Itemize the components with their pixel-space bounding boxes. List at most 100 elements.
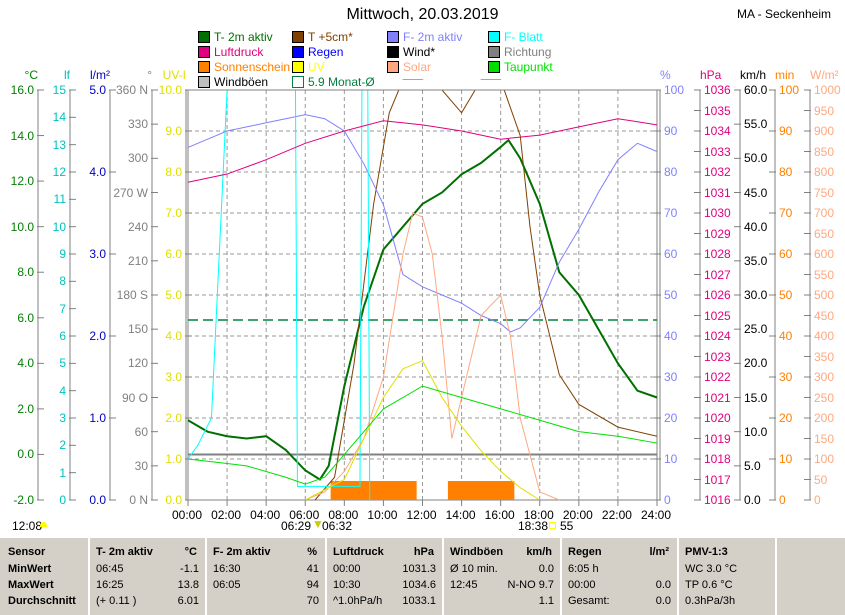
axis-tick-label: 50.0	[744, 151, 768, 166]
axis-tick-label: 300	[127, 151, 148, 166]
legend-swatch	[387, 46, 399, 58]
axis-tick-label: 8.0	[165, 165, 182, 179]
axis-tick-label: 10.0	[158, 83, 182, 97]
x-tick-label: 24:00	[641, 508, 672, 522]
series-line-t-2m-aktiv	[187, 138, 658, 481]
axis-tick-label: 12.0	[10, 174, 34, 189]
table-cell: F- 2m aktiv	[213, 546, 271, 558]
table-cell: 1.1	[538, 595, 554, 607]
axis-tick-label: 80	[664, 165, 678, 179]
axis-tick-label: 50	[664, 288, 678, 302]
table-cell: Durchschnitt	[8, 595, 76, 607]
x-tick-label: 02:00	[211, 508, 242, 522]
table-divider	[677, 538, 679, 615]
x-tick-label: 06:00	[289, 508, 320, 522]
axis-tick-label: 11	[53, 192, 66, 207]
axis-tick-label: 270 W	[113, 185, 148, 200]
axis-unit: UV-I	[162, 68, 186, 82]
table-cell: Regen	[568, 546, 602, 558]
axis-tick-label: 750	[814, 185, 835, 200]
table-cell: 13.8	[177, 579, 199, 591]
axis-tick-label: 10	[664, 452, 678, 466]
axis-tick-label: 1031	[704, 185, 731, 200]
axis-tick-label: 1018	[704, 452, 731, 466]
legend-item: UV	[292, 60, 325, 74]
axis-tick-label: 45.0	[744, 185, 768, 200]
table-cell: 0.0	[655, 579, 671, 591]
legend-swatch	[198, 46, 210, 58]
axis-tick-label: 1027	[704, 267, 731, 282]
axis-tick-label: 2	[59, 438, 66, 453]
axis-unit: km/h	[740, 68, 767, 82]
axis-tick-label: 1034	[704, 124, 731, 138]
axis-tick-label: 10.0	[10, 219, 34, 234]
axis-unit: W/m²	[810, 68, 839, 82]
legend-label: T +5cm*	[308, 30, 353, 44]
axis-tick-label: 1033	[704, 144, 731, 159]
legend-item: 5.9 Monat-Ø	[292, 75, 375, 89]
legend-swatch	[292, 46, 304, 58]
axis-tick-label: 2.0	[89, 329, 106, 343]
axis-tick-label: 4.0	[89, 165, 106, 179]
sun-icon	[40, 522, 47, 527]
axis-tick-label: 1020	[704, 411, 731, 425]
table-cell: MaxWert	[8, 579, 54, 591]
axis-tick-label: 30	[779, 370, 793, 384]
legend-item: Richtung	[488, 45, 551, 59]
axis-tick-label: 40	[779, 329, 793, 343]
axis-tick-label: 350	[814, 349, 835, 364]
axis-tick-label: 0.0	[89, 493, 106, 507]
legend-label: Regen	[308, 45, 344, 59]
table-cell: 06:05	[213, 579, 241, 591]
axis-tick-label: 8.0	[17, 265, 34, 280]
legend-swatch	[387, 31, 399, 43]
legend-label: Solar	[403, 60, 432, 74]
axis-tick-label: 300	[814, 370, 835, 384]
x-tick-label: 20:00	[562, 508, 593, 522]
sunshine-bar	[447, 481, 515, 500]
axis-tick-label: 25.0	[744, 322, 768, 337]
stats-table: Sensor T- 2m aktiv °C F- 2m aktiv% Luftdruck…	[0, 538, 845, 615]
axis-tick-label: 1021	[704, 390, 731, 405]
axis-tick-label: 1035	[704, 103, 731, 118]
table-cell: TP 0.6 °C	[685, 579, 733, 591]
table-cell: WC 3.0 °C	[685, 563, 738, 575]
table-cell: 6:05 h	[568, 563, 599, 575]
axis-unit: °	[147, 68, 152, 82]
axis-tick-label: 6.0	[17, 310, 34, 325]
axis-tick-label: 4.0	[165, 329, 182, 343]
table-cell: hPa	[413, 546, 434, 558]
legend-swatch	[198, 61, 210, 73]
x-tick-label: 04:00	[250, 508, 281, 522]
table-cell: 0.0	[655, 595, 671, 607]
axis-tick-label: 1019	[704, 431, 731, 446]
x-tick-label: 00:00	[172, 508, 203, 522]
axis-tick-label: 0	[59, 493, 66, 507]
x-tick-label: 14:00	[445, 508, 476, 522]
chart-title: Mittwoch, 20.03.2019	[346, 6, 499, 23]
legend-item: T- 2m aktiv	[198, 30, 273, 44]
legend-item: T +5cm*	[292, 30, 353, 44]
table-cell: PMV-1:3	[685, 546, 728, 558]
axis-tick-label: 1024	[704, 329, 731, 343]
table-cell: 70	[306, 595, 319, 607]
legend-item: F- 2m aktiv	[387, 30, 462, 44]
station-name: MA - Seckenheim	[736, 7, 831, 21]
axis-tick-label: 180 S	[116, 288, 148, 302]
axis-tick-label: 1017	[704, 472, 731, 487]
legend-swatch	[292, 76, 304, 88]
plot-top-mask	[188, 80, 657, 90]
sunrise-time-2: 06:32	[322, 519, 353, 533]
axis-tick-label: 6	[59, 329, 66, 343]
axis-tick-label: 0	[814, 493, 821, 507]
table-cell: 06:45	[96, 563, 124, 575]
axis-tick-label: 7	[59, 301, 66, 316]
axis-tick-label: 50	[779, 288, 793, 302]
axis-tick-label: 60	[134, 424, 148, 439]
axis-unit: %	[660, 68, 671, 82]
sun-left-time: 12:08	[12, 519, 43, 533]
axis-tick-label: 650	[814, 226, 835, 241]
axis-tick-label: 20	[779, 411, 793, 425]
axis-tick-label: 70	[779, 206, 793, 220]
axis-unit: hPa	[700, 68, 722, 82]
